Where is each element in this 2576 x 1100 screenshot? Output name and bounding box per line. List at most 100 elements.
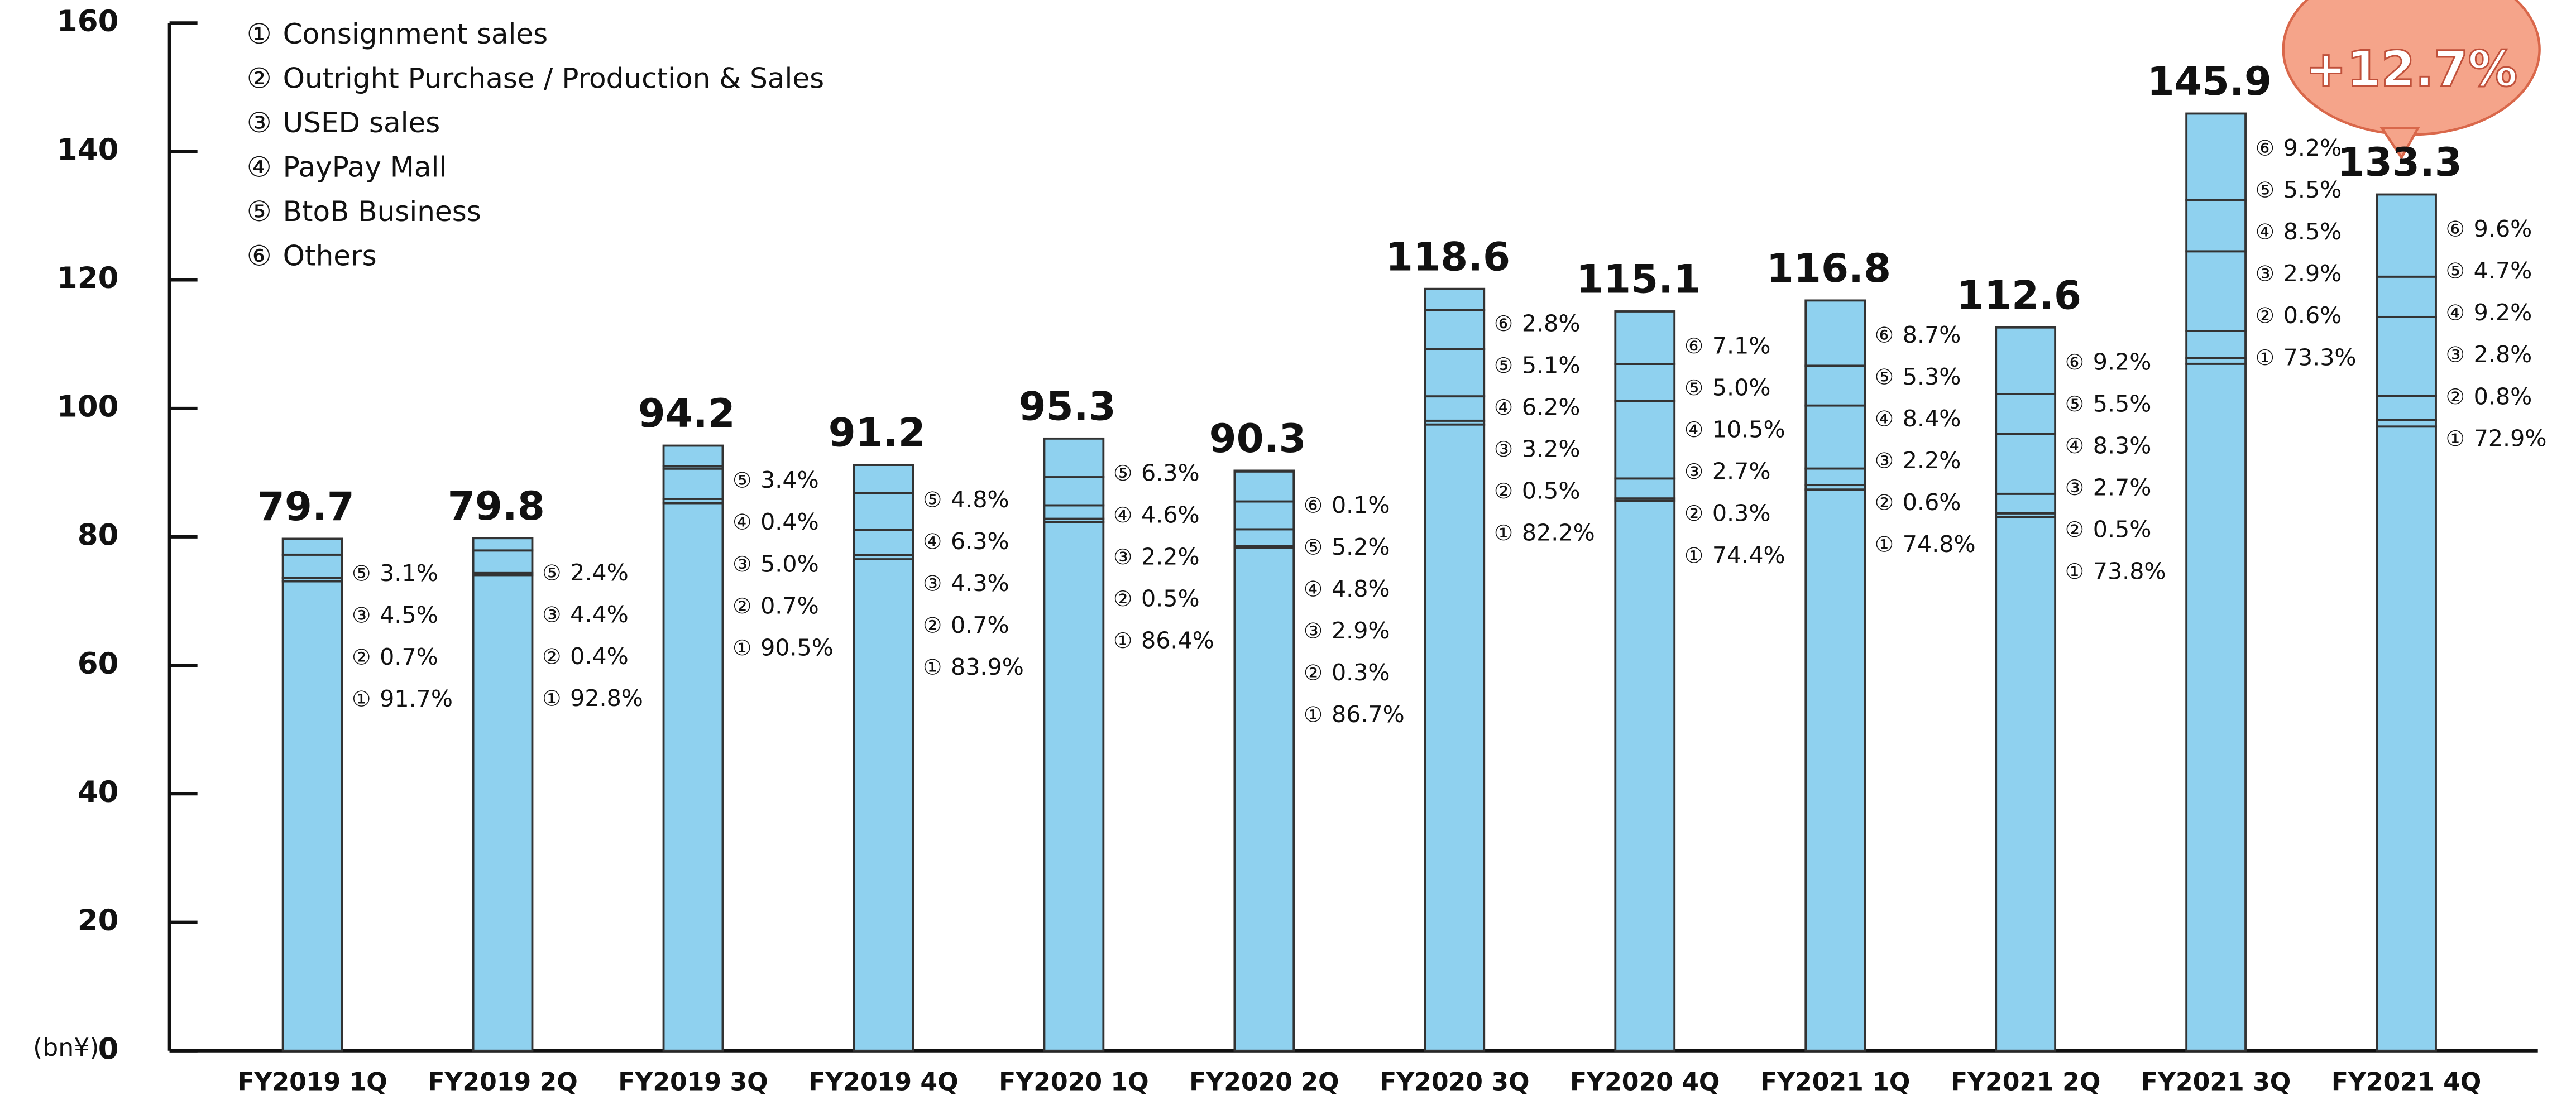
segment-label: 9.2% xyxy=(2093,348,2152,375)
total-label: 115.1 xyxy=(1576,256,1701,302)
segment-marker: ③ xyxy=(542,603,561,628)
segment-marker: ⑥ xyxy=(2065,350,2084,375)
segment-marker: ② xyxy=(542,645,561,670)
segment-marker: ③ xyxy=(732,553,751,577)
bar-segment xyxy=(662,467,724,500)
segment-label: 8.3% xyxy=(2093,432,2152,459)
total-label: 94.2 xyxy=(638,390,735,436)
bar-segment xyxy=(1614,477,1676,500)
bar-segment xyxy=(1424,309,1486,350)
segment-marker: ② xyxy=(1304,661,1323,686)
segment-marker: ④ xyxy=(1875,407,1894,432)
bar-segment xyxy=(2376,395,2437,421)
segment-label: 3.4% xyxy=(760,467,819,493)
bar-segment xyxy=(853,492,914,531)
segment-marker: ⑤ xyxy=(1304,536,1323,560)
segment-label: 3.2% xyxy=(1522,435,1581,462)
segment-label: 82.2% xyxy=(1522,519,1595,546)
bar-segment xyxy=(2376,425,2437,1052)
bar-segment xyxy=(1233,469,1295,473)
segment-marker: ④ xyxy=(2256,220,2275,245)
legend-marker: ⑥ xyxy=(247,239,272,272)
segment-marker: ⑥ xyxy=(1684,334,1703,359)
x-tick-label: FY2019 1Q xyxy=(237,1068,387,1097)
total-label: 91.2 xyxy=(829,410,926,456)
legend-label: Others xyxy=(283,239,377,272)
segment-label: 73.8% xyxy=(2093,558,2166,585)
segment-marker: ② xyxy=(2065,518,2084,542)
segment-marker: ⑤ xyxy=(732,469,751,493)
segment-label: 2.9% xyxy=(1332,617,1390,644)
legend-label: PayPay Mall xyxy=(283,151,447,184)
legend-marker: ② xyxy=(247,63,272,95)
segment-label: 5.0% xyxy=(1712,374,1771,401)
segment-label: 74.4% xyxy=(1712,542,1785,569)
y-tick-label: 160 xyxy=(57,4,119,39)
segment-label: 7.1% xyxy=(1712,333,1771,359)
x-tick-label: FY2021 3Q xyxy=(2141,1068,2291,1097)
segment-marker: ④ xyxy=(1113,503,1132,528)
total-label: 90.3 xyxy=(1209,415,1306,462)
segment-label: 5.0% xyxy=(760,550,819,577)
bar-segment xyxy=(1233,470,1295,503)
total-label: 116.8 xyxy=(1766,245,1891,291)
segment-label: 8.7% xyxy=(1903,321,1961,348)
segment-marker: ④ xyxy=(2446,301,2465,326)
segment-label: 0.7% xyxy=(380,643,438,670)
segment-marker: ⑥ xyxy=(1494,312,1513,337)
segment-label: 92.8% xyxy=(570,685,643,712)
x-tick-label: FY2020 2Q xyxy=(1189,1068,1339,1097)
legend-marker: ⑤ xyxy=(247,195,272,228)
segment-marker: ① xyxy=(352,688,371,712)
segment-label: 8.5% xyxy=(2283,218,2342,245)
bar-segment xyxy=(1043,437,1105,478)
bar-segment xyxy=(1995,516,2057,1052)
bar-segment xyxy=(2376,275,2437,318)
bar-segment xyxy=(1043,521,1105,1052)
segment-marker: ⑥ xyxy=(1875,324,1894,348)
bar-segment xyxy=(472,537,534,552)
x-tick-label: FY2021 4Q xyxy=(2331,1068,2481,1097)
bar-segment xyxy=(281,580,343,1052)
bar-segment xyxy=(1233,500,1295,531)
segment-label: 0.7% xyxy=(760,592,819,619)
bar-segment xyxy=(1233,546,1295,1052)
segment-label: 0.5% xyxy=(1141,585,1200,612)
segment-label: 4.3% xyxy=(951,570,1009,597)
segment-label: 3.1% xyxy=(380,560,438,587)
segment-marker: ③ xyxy=(1113,545,1132,570)
segment-label: 2.8% xyxy=(2474,341,2532,368)
legend-marker: ① xyxy=(247,18,272,50)
x-tick-label: FY2021 2Q xyxy=(1951,1068,2100,1097)
y-tick-label: 140 xyxy=(57,133,119,167)
bar-segment xyxy=(853,558,914,1052)
y-tick-label: 100 xyxy=(57,390,119,424)
segment-label: 6.3% xyxy=(1141,460,1200,487)
segment-marker: ② xyxy=(2446,385,2465,410)
bar-segment xyxy=(1995,492,2057,515)
segment-label: 0.3% xyxy=(1332,659,1390,686)
segment-label: 5.5% xyxy=(2283,176,2342,203)
x-tick-label: FY2020 3Q xyxy=(1380,1068,1529,1097)
segment-label: 91.7% xyxy=(380,685,453,712)
bar-segment xyxy=(2376,315,2437,397)
y-unit-label: (bn¥) xyxy=(33,1034,99,1062)
annotation: +12.7% xyxy=(2305,40,2517,98)
legend-marker: ③ xyxy=(247,107,272,139)
segment-marker: ④ xyxy=(2065,434,2084,459)
segment-marker: ① xyxy=(2065,560,2084,584)
segment-marker: ⑤ xyxy=(2256,179,2275,203)
segment-label: 2.7% xyxy=(2093,474,2152,501)
legend-marker: ④ xyxy=(247,151,272,184)
segment-marker: ② xyxy=(1113,587,1132,612)
bar-segment xyxy=(1424,287,1486,311)
segment-label: 4.5% xyxy=(380,602,438,628)
segment-marker: ② xyxy=(923,613,942,638)
segment-label: 8.4% xyxy=(1903,405,1961,432)
segment-marker: ③ xyxy=(1494,438,1513,462)
segment-marker: ② xyxy=(352,646,371,670)
segment-label: 4.4% xyxy=(570,601,629,628)
segment-label: 4.8% xyxy=(951,486,1009,513)
bar-segment xyxy=(662,444,724,468)
segment-label: 2.8% xyxy=(1522,310,1581,337)
